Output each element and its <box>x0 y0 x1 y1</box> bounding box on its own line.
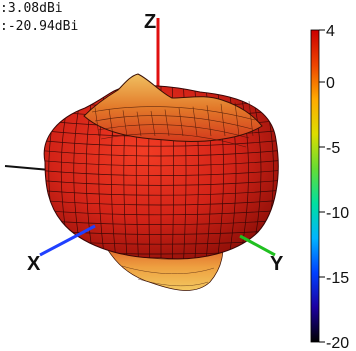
x-axis-back-line <box>4 165 51 171</box>
colorbar-tick-label: -20 <box>326 335 349 351</box>
x-axis-line <box>39 224 96 257</box>
mesh-parallel <box>44 159 279 167</box>
mesh-parallel <box>44 189 279 196</box>
top-mesh-line <box>122 110 128 137</box>
colorbar-tick-label: 4 <box>326 23 335 40</box>
top-mesh-line <box>234 102 240 137</box>
top-mesh-ring <box>91 106 256 121</box>
mesh-parallel <box>44 179 279 186</box>
top-mesh-line <box>248 101 254 137</box>
x-axis-label: X <box>27 253 41 275</box>
top-lobe-mesh <box>91 101 256 148</box>
mesh-parallel <box>44 139 279 147</box>
y-axis-label: Y <box>270 253 284 275</box>
colorbar-strip <box>310 29 320 343</box>
max-gain-readout: :3.08dBi <box>0 1 63 16</box>
colorbar-tick-label: -15 <box>326 270 349 287</box>
top-mesh-line <box>220 103 226 137</box>
colorbar-ticks: 4 0 -5 -10 -15 -20 <box>319 23 349 351</box>
top-mesh-ring <box>97 124 250 139</box>
mesh-parallel <box>44 199 279 206</box>
top-lobe <box>83 73 263 142</box>
top-mesh-line <box>150 110 156 137</box>
colorbar-tick-label: 0 <box>326 75 335 92</box>
mesh-parallel <box>44 169 279 176</box>
top-mesh-line <box>178 108 184 137</box>
y-axis-line <box>239 234 276 257</box>
min-gain-readout: :-20.94dBi <box>0 19 79 34</box>
z-axis-label: Z <box>144 11 156 33</box>
colorbar-tick-label: -10 <box>326 205 349 222</box>
top-mesh-ring <box>100 133 247 148</box>
mesh-parallel <box>44 149 279 157</box>
mesh-parallel <box>44 209 279 216</box>
top-mesh-line <box>108 108 114 137</box>
colorbar-tick-label: -5 <box>326 140 340 157</box>
top-mesh-line <box>192 106 198 137</box>
top-mesh-line <box>164 109 170 137</box>
top-mesh-line <box>94 107 100 137</box>
top-mesh-ring <box>94 115 253 130</box>
mesh-parallel <box>44 219 279 225</box>
colorbar: 4 0 -5 -10 -15 -20 <box>310 23 349 351</box>
mesh-meridian <box>226 85 237 259</box>
mesh-meridian <box>24 80 40 270</box>
